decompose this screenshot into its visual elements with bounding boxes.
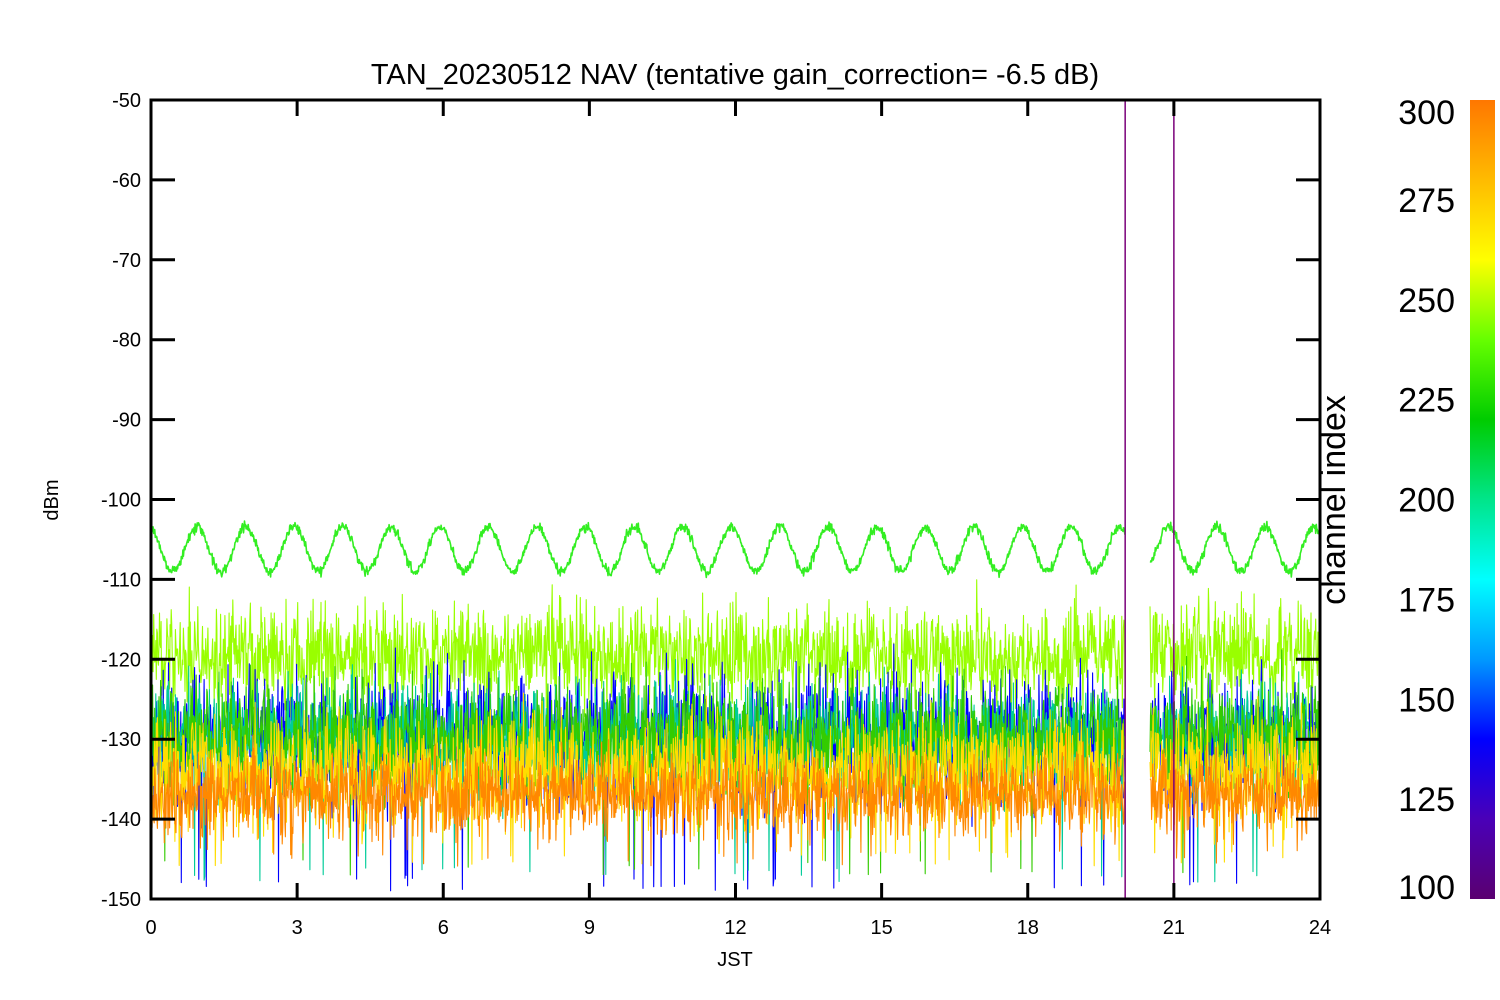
series-layer [151,520,1320,892]
x-tick-label: 6 [438,917,449,939]
x-tick-label: 24 [1309,917,1331,939]
y-tick-label: -70 [112,250,141,272]
colorbar-tick-label: 225 [1398,382,1455,420]
chart-title: TAN_20230512 NAV (tentative gain_correct… [371,59,1099,91]
y-axis-label: dBm [41,479,63,520]
series-line-ch300 [151,732,1320,867]
y-tick-label: -120 [101,649,141,671]
colorbar-tick-label: 150 [1398,681,1455,719]
colorbar-tick-label: 200 [1398,482,1455,520]
colorbar-tick-label: 275 [1398,182,1455,220]
x-tick-label: 15 [871,917,893,939]
y-tick-label: -110 [102,569,141,591]
outage-markers [1124,100,1175,899]
x-tick-label: 12 [724,917,746,939]
y-tick-label: -50 [112,90,141,112]
colorbar-tick-label: 250 [1398,282,1455,320]
colorbar-tick-label: 300 [1398,94,1455,132]
y-tick-label: -60 [112,170,141,192]
x-axis-label: JST [717,949,753,971]
x-tick-label: 9 [584,917,595,939]
x-tick-label: 0 [145,917,156,939]
colorbar-ticks: 300 275 250 225 200 175 150 125 100 [1398,94,1455,907]
y-tick-label: -80 [112,330,141,352]
x-axis: 0 3 6 9 12 15 18 21 24 [145,100,1331,939]
y-tick-label: -100 [101,490,141,512]
series-line-ch262 [151,579,1320,731]
colorbar-tick-label: 125 [1398,781,1455,819]
colorbar-tick-label: 100 [1398,869,1455,907]
y-tick-label: -130 [101,729,141,751]
y-tick-label: -140 [101,809,141,831]
colorbar-gradient [1470,100,1495,899]
colorbar-label: channel index [1315,395,1353,605]
y-tick-label: -90 [112,410,141,432]
x-tick-label: 18 [1017,917,1039,939]
y-axis: -50 -60 -70 -80 -90 -100 -110 -120 -130 -140 -150 [101,90,1320,911]
colorbar-tick-label: 175 [1398,581,1455,619]
colorbar: 300 275 250 225 200 175 150 125 100 channel inde… [1315,94,1495,907]
x-tick-label: 3 [292,917,303,939]
x-tick-label: 21 [1163,917,1185,939]
series-line-ch245 [151,520,1320,579]
y-tick-label: -150 [101,889,141,911]
